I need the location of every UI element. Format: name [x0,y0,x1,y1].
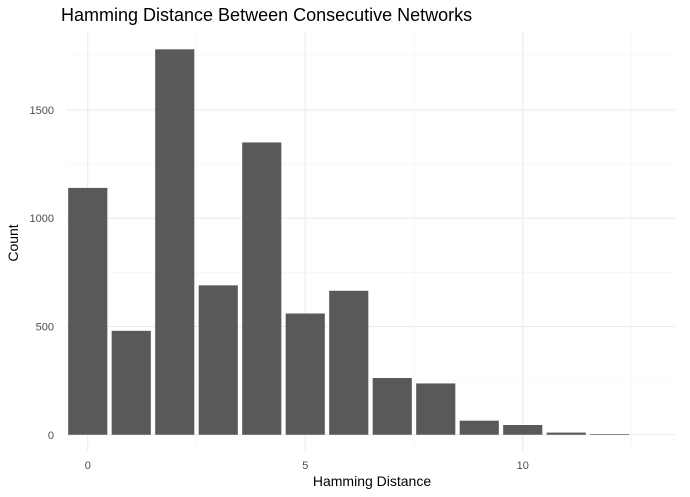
bar-3 [198,285,238,435]
y-tick-label: 1000 [30,213,54,225]
y-tick-label: 1500 [30,105,54,117]
x-tick-labels: 0 5 10 [85,460,529,472]
x-tick-label: 5 [302,460,308,472]
bar-0 [68,187,108,435]
x-tick-label: 0 [85,460,91,472]
bars [68,49,630,435]
bar-8 [416,383,456,435]
y-tick-label: 500 [36,321,54,333]
y-tick-labels: 0 500 1000 1500 [30,105,54,442]
x-axis-title: Hamming Distance [313,473,431,489]
y-axis-title: Count [5,224,21,261]
bar-4 [242,142,282,435]
bar-2 [155,49,195,435]
y-tick-label: 0 [48,430,54,442]
bar-6 [329,290,369,435]
bar-1 [111,330,151,435]
bar-9 [459,420,499,435]
bar-12 [590,434,630,435]
bar-7 [372,378,412,435]
bar-5 [285,313,325,435]
bar-11 [546,432,586,435]
chart-title: Hamming Distance Between Consecutive Net… [61,5,472,25]
x-tick-label: 10 [517,460,529,472]
bar-10 [503,425,543,435]
